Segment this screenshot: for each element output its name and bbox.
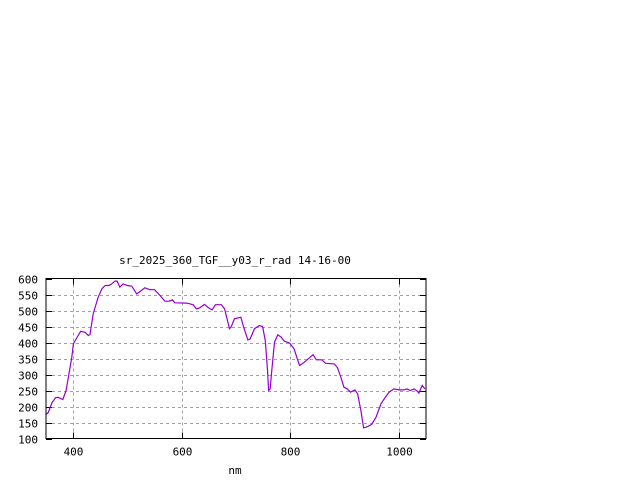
y-tick-label: 350: [18, 354, 38, 367]
y-tick-label: 300: [18, 370, 38, 383]
y-tick-label: 600: [18, 274, 38, 287]
series-line: [45, 280, 426, 429]
x-axis-label: nm: [228, 464, 242, 477]
y-tick-label: 150: [18, 418, 38, 431]
x-tick-label: 1000: [386, 446, 413, 459]
x-tick-label: 800: [281, 446, 301, 459]
y-tick-label: 100: [18, 434, 38, 447]
grid: [46, 278, 426, 439]
y-tick-label: 200: [18, 402, 38, 415]
x-tick-label: 400: [64, 446, 84, 459]
y-tick-label: 500: [18, 306, 38, 319]
ticks: [46, 278, 426, 440]
y-tick-label: 250: [18, 386, 38, 399]
chart-title: sr_2025_360_TGF__y03_r_rad 14-16-00: [119, 254, 351, 267]
x-tick-label: 600: [173, 446, 193, 459]
y-tick-label: 450: [18, 322, 38, 335]
y-tick-label: 400: [18, 338, 38, 351]
plot-border: [45, 278, 427, 439]
y-tick-label: 550: [18, 290, 38, 303]
